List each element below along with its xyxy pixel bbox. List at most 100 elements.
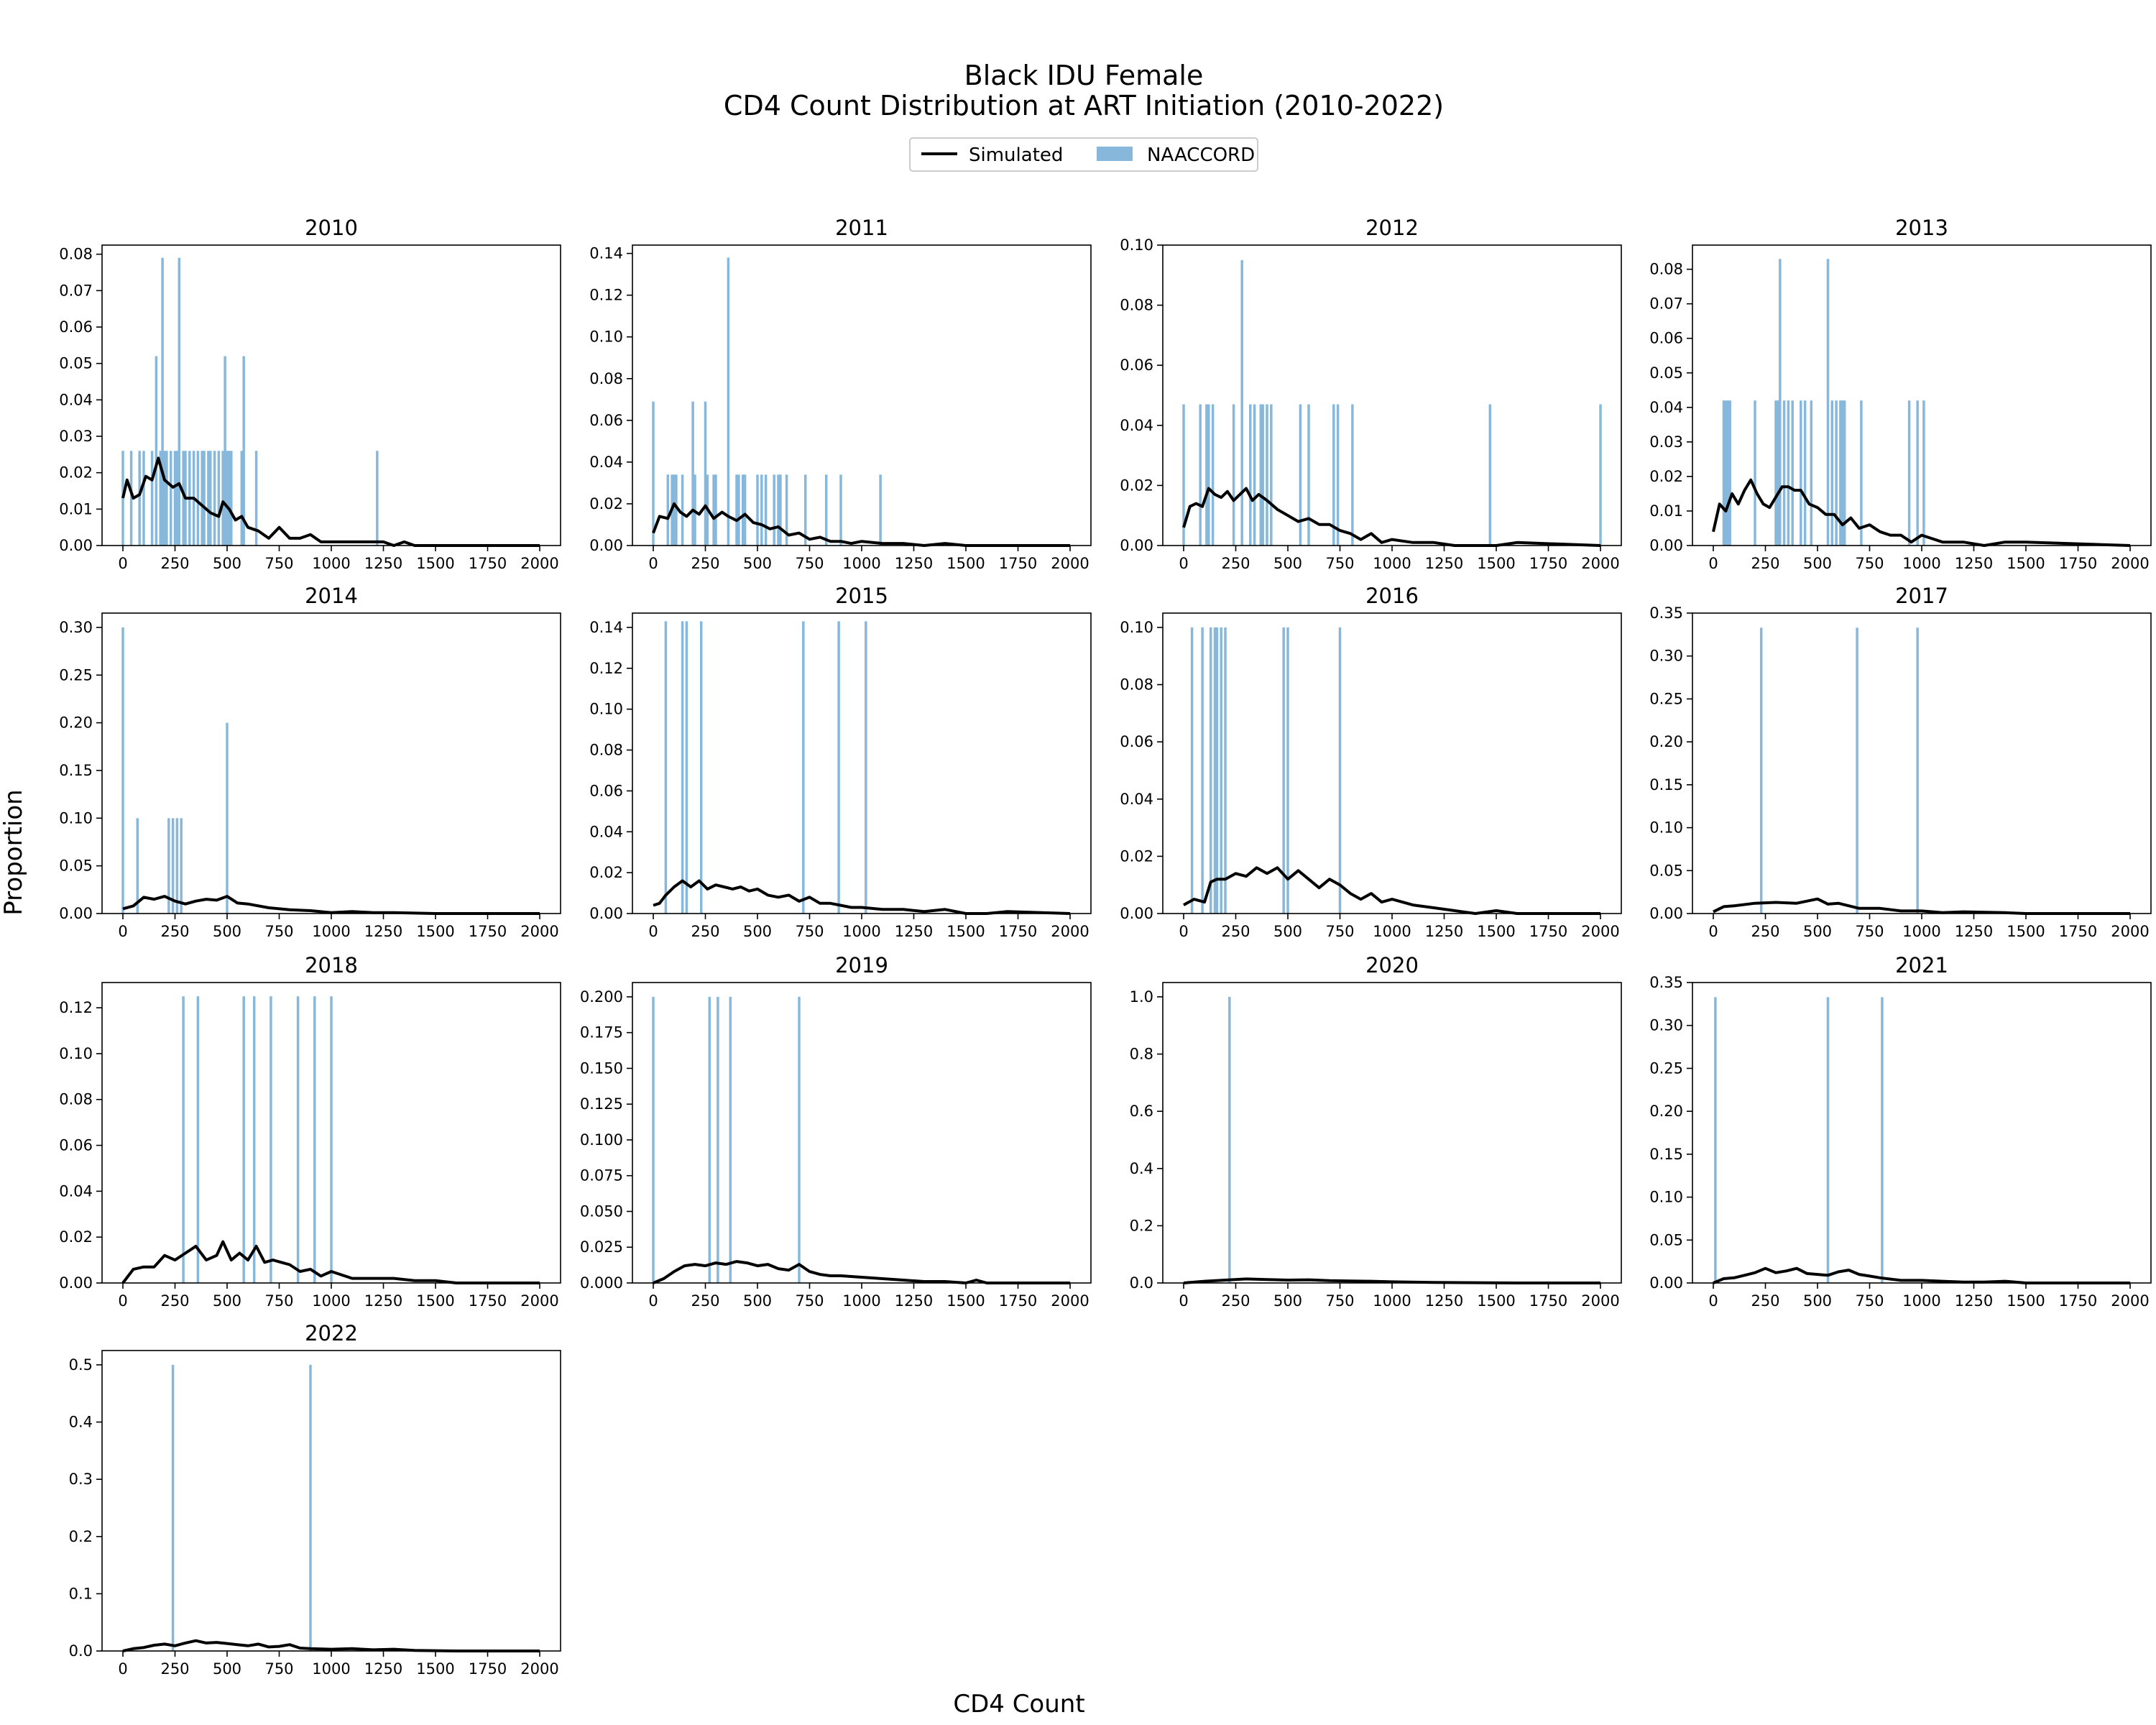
y-tick-label: 0.02 [589, 495, 623, 512]
naaccord-bar [224, 356, 226, 546]
naaccord-bar [129, 451, 133, 546]
x-tick-label: 1250 [1955, 923, 1993, 940]
x-tick-label: 1750 [999, 923, 1037, 940]
subplot-2016: 2016 0 250 500 750 1000 1250 1500 1750 2000 0.00 0.… [1120, 584, 1622, 940]
naaccord-bar [196, 451, 200, 546]
y-tick-label: 0.20 [59, 714, 93, 732]
naaccord-bar [685, 621, 688, 914]
y-tick-label: 0.08 [1649, 261, 1683, 278]
x-tick-label: 2000 [1051, 555, 1089, 572]
figure-title-line-1: Black IDU Female [964, 60, 1204, 91]
y-tick-label: 0.08 [59, 246, 93, 263]
naaccord-bar [1199, 404, 1202, 546]
naaccord-bar [714, 474, 717, 546]
x-tick-label: 1250 [1425, 923, 1463, 940]
x-tick-label: 250 [1221, 555, 1250, 572]
y-tick-label: 0.04 [59, 391, 93, 408]
naaccord-bar [664, 621, 668, 914]
naaccord-bars [1714, 997, 1884, 1283]
y-tick-label: 0.06 [59, 1137, 93, 1154]
y-tick-label: 0.05 [1649, 1231, 1683, 1248]
naaccord-bar [652, 401, 655, 546]
naaccord-bar [691, 401, 694, 546]
naaccord-bars [1722, 259, 1925, 546]
y-tick-label: 0.20 [1649, 1103, 1683, 1120]
x-tick-label: 1250 [895, 555, 933, 572]
naaccord-bar [802, 621, 805, 914]
naaccord-bar [230, 451, 233, 546]
y-tick-label: 0.30 [1649, 1017, 1683, 1034]
simulated-line [122, 895, 540, 915]
naaccord-bar [203, 451, 206, 546]
x-tick-label: 500 [213, 923, 241, 940]
naaccord-bar [1249, 404, 1252, 546]
naaccord-bar [163, 451, 166, 546]
x-tick-label: 500 [213, 1292, 241, 1310]
naaccord-bar [252, 996, 256, 1283]
x-tick-label: 1250 [1425, 555, 1463, 572]
subplot-title: 2017 [1895, 584, 1948, 608]
naaccord-bar [228, 451, 231, 546]
y-tick-label: 0.04 [589, 454, 623, 471]
naaccord-bar [1336, 404, 1340, 546]
legend-frame [909, 137, 1258, 172]
x-tick-label: 250 [1751, 923, 1779, 940]
subplot-title: 2011 [835, 216, 888, 240]
naaccord-bar [221, 451, 224, 546]
x-tick-label: 2000 [2111, 555, 2149, 572]
naaccord-bar [1860, 400, 1863, 546]
x-tick-label: 1500 [946, 555, 985, 572]
naaccord-bar [1190, 627, 1194, 914]
y-tick-label: 0.07 [1649, 295, 1683, 313]
x-tick-label: 0 [648, 555, 658, 572]
subplot-2013: 2013 0 250 500 750 1000 1250 1500 1750 2000 0.00 0.… [1649, 216, 2152, 572]
naaccord-bar [1232, 404, 1235, 546]
naaccord-bar [666, 474, 670, 546]
x-tick-label: 1000 [312, 1292, 350, 1310]
x-tick-label: 1250 [895, 1292, 933, 1310]
subplot-2017: 2017 0 250 500 750 1000 1250 1500 1750 2000 0.00 0.… [1649, 584, 2152, 940]
axes-frame [632, 982, 1092, 1284]
y-tick-label: 0.200 [580, 988, 623, 1006]
x-tick-label: 1500 [416, 555, 454, 572]
naaccord-bar [175, 818, 179, 914]
naaccord-bar [1220, 627, 1222, 914]
subplot-title: 2022 [305, 1321, 358, 1346]
y-tick-label: 0.4 [69, 1414, 93, 1431]
y-tick-label: 0.0 [69, 1642, 93, 1660]
naaccord-bar [330, 996, 333, 1283]
naaccord-bar [182, 996, 185, 1283]
subplot-2021: 2021 0 250 500 750 1000 1250 1500 1750 2000 0.00 0.… [1649, 953, 2152, 1310]
naaccord-bar [764, 474, 768, 546]
x-tick-label: 0 [1179, 555, 1188, 572]
y-tick-label: 0.12 [59, 999, 93, 1016]
x-tick-label: 2000 [1581, 1292, 1619, 1310]
x-tick-label: 1500 [416, 923, 454, 940]
naaccord-bar [727, 257, 730, 546]
subplot-2014: 2014 0 250 500 750 1000 1250 1500 1750 2000 0.00 0.… [59, 584, 561, 940]
y-tick-label: 0.14 [589, 619, 623, 636]
naaccord-bars [121, 257, 379, 546]
naaccord-bar [196, 996, 200, 1283]
x-tick-label: 1750 [1529, 555, 1567, 572]
x-tick-label: 0 [648, 1292, 658, 1310]
legend-naaccord-swatch [1097, 147, 1133, 161]
naaccord-bars [652, 257, 882, 546]
naaccord-bar [865, 621, 867, 914]
y-tick-label: 0.02 [59, 1228, 93, 1246]
axes-frame [1692, 982, 2152, 1284]
naaccord-bars [652, 996, 801, 1283]
x-tick-label: 1750 [2059, 923, 2097, 940]
y-tick-label: 0.15 [1649, 1146, 1683, 1163]
y-tick-label: 0.00 [1649, 1274, 1683, 1292]
x-tick-label: 500 [1273, 555, 1302, 572]
x-tick-label: 1500 [2007, 555, 2045, 572]
x-tick-label: 1500 [2007, 1292, 2045, 1310]
x-tick-label: 1750 [2059, 555, 2097, 572]
naaccord-bar [1261, 404, 1264, 546]
subplot-2020: 2020 0 250 500 750 1000 1250 1500 1750 2000 0.0 0.2… [1130, 953, 1622, 1310]
naaccord-bar [1754, 400, 1756, 546]
naaccord-bar [824, 474, 828, 546]
x-tick-label: 250 [160, 555, 189, 572]
